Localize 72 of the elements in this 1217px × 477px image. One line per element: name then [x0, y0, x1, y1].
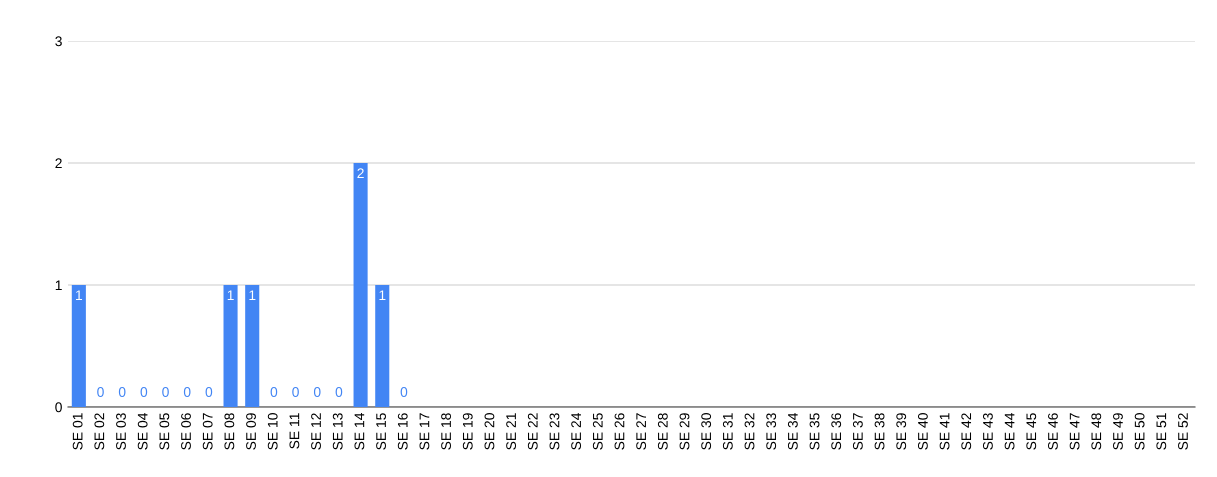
x-tick-label: SE 27: [636, 413, 647, 450]
x-tick-label: SE 16: [397, 413, 408, 450]
y-tick-label: 2: [55, 158, 62, 169]
x-tick-label: SE 14: [354, 412, 365, 450]
x-tick-label: SE 13: [332, 413, 343, 450]
data-label: 1: [249, 290, 256, 300]
y-tick-label: 1: [55, 280, 62, 291]
data-label: 0: [335, 387, 343, 397]
x-tick-label: SE 08: [224, 413, 235, 450]
x-tick-label: SE 10: [267, 413, 278, 450]
x-tick-label: SE 04: [137, 412, 148, 450]
x-tick-label: SE 28: [657, 413, 668, 450]
x-tick-label: SE 48: [1091, 413, 1102, 450]
x-tick-label: SE 34: [787, 412, 798, 450]
data-label: 1: [76, 290, 83, 300]
x-tick-label: SE 32: [744, 413, 755, 450]
x-tick-label: SE 36: [831, 413, 842, 450]
x-tick-label: SE 33: [766, 413, 777, 450]
x-tick-label: SE 06: [181, 413, 191, 450]
x-tick-label: SE 02: [94, 413, 105, 450]
x-tick-label: SE 17: [419, 413, 430, 450]
x-tick-label: SE 26: [614, 413, 625, 450]
data-label: 0: [183, 387, 191, 397]
data-label: 1: [379, 290, 386, 300]
x-tick-label: SE 05: [159, 413, 170, 450]
x-tick-label: SE 52: [1178, 413, 1188, 450]
x-tick-label: SE 22: [527, 413, 538, 450]
x-tick-label: SE 30: [701, 413, 712, 450]
data-label: 0: [270, 387, 278, 397]
data-label: 0: [97, 387, 104, 397]
x-tick-label: SE 23: [549, 413, 560, 450]
x-tick-label: SE 25: [592, 413, 603, 450]
data-label: 0: [292, 387, 299, 397]
data-label: 1: [227, 290, 234, 300]
x-tick-label: SE 18: [441, 413, 452, 450]
x-tick-label: SE 31: [722, 413, 733, 450]
x-tick-label: SE 19: [462, 413, 473, 450]
x-tick-label: SE 11: [289, 413, 300, 449]
x-tick-label: SE 43: [983, 413, 993, 450]
x-tick-label: SE 21: [506, 413, 517, 450]
x-tick-label: SE 24: [571, 412, 582, 450]
data-label: 0: [162, 387, 169, 397]
x-tick-label: SE 44: [1004, 412, 1015, 450]
y-tick-label: 0: [55, 402, 62, 413]
x-tick-label: SE 49: [1113, 413, 1123, 450]
x-tick-label: SE 45: [1026, 413, 1037, 450]
x-tick-label: SE 07: [202, 413, 213, 450]
x-tick-label: SE 46: [1048, 413, 1058, 450]
data-label: 0: [118, 387, 126, 397]
x-tick-label: SE 35: [809, 413, 820, 450]
x-tick-label: SE 20: [484, 413, 495, 450]
x-tick-label: SE 15: [376, 413, 386, 450]
data-label: 0: [313, 387, 321, 397]
data-label: 0: [140, 387, 148, 397]
x-tick-label: SE 51: [1156, 413, 1167, 450]
x-tick-label: SE 39: [896, 413, 907, 450]
x-tick-label: SE 12: [311, 413, 321, 450]
x-tick-label: SE 29: [679, 413, 690, 450]
x-tick-label: SE 03: [116, 413, 126, 450]
x-tick-label: SE 01: [72, 413, 83, 450]
data-label: 0: [205, 387, 213, 397]
data-label: 2: [357, 168, 364, 178]
x-tick-label: SE 50: [1134, 413, 1145, 450]
x-tick-label: SE 42: [961, 413, 972, 450]
x-tick-label: SE 37: [852, 413, 863, 450]
x-tick-label: SE 41: [939, 413, 950, 450]
data-label: 0: [400, 387, 408, 397]
x-tick-label: SE 47: [1069, 413, 1080, 450]
y-tick-label: 3: [55, 36, 62, 47]
x-tick-label: SE 38: [874, 413, 885, 450]
x-tick-label: SE 40: [917, 413, 928, 450]
x-tick-label: SE 09: [246, 413, 256, 450]
